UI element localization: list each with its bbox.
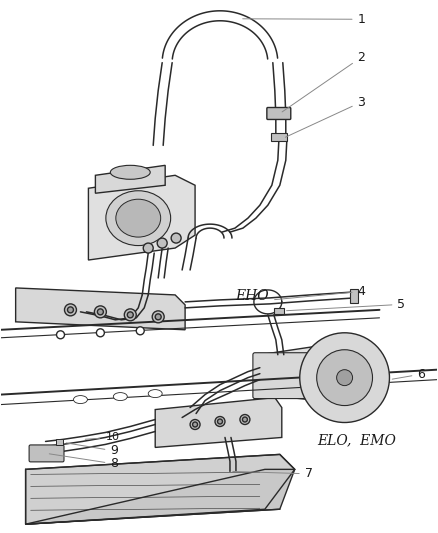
Bar [274, 308, 284, 314]
Circle shape [143, 243, 153, 253]
Polygon shape [16, 288, 185, 330]
Circle shape [97, 309, 103, 315]
Text: 5: 5 [286, 298, 406, 311]
Circle shape [300, 333, 389, 423]
Circle shape [242, 417, 247, 422]
Circle shape [317, 350, 372, 406]
Circle shape [127, 312, 133, 318]
Circle shape [337, 370, 353, 385]
Circle shape [67, 307, 74, 313]
Text: 3: 3 [285, 95, 365, 137]
FancyBboxPatch shape [29, 445, 64, 462]
Text: 4: 4 [275, 285, 365, 300]
Circle shape [96, 329, 104, 337]
Circle shape [218, 419, 223, 424]
Polygon shape [95, 165, 165, 193]
Text: EHO: EHO [235, 289, 268, 303]
Ellipse shape [106, 191, 171, 246]
FancyBboxPatch shape [267, 108, 291, 119]
Polygon shape [25, 470, 295, 524]
Text: 2: 2 [282, 51, 365, 112]
Circle shape [190, 419, 200, 430]
Text: 9: 9 [66, 443, 118, 457]
Circle shape [240, 415, 250, 424]
Polygon shape [155, 398, 282, 447]
Circle shape [57, 331, 64, 339]
Ellipse shape [74, 395, 88, 403]
Circle shape [152, 311, 164, 323]
Bar [56, 439, 64, 446]
Polygon shape [260, 340, 385, 405]
Ellipse shape [110, 165, 150, 179]
Polygon shape [25, 455, 295, 524]
Circle shape [155, 314, 161, 320]
Circle shape [215, 416, 225, 426]
Text: 7: 7 [233, 467, 313, 480]
Ellipse shape [113, 393, 127, 401]
Circle shape [157, 238, 167, 248]
Text: 8: 8 [49, 454, 118, 470]
FancyBboxPatch shape [253, 353, 332, 399]
Polygon shape [88, 175, 195, 260]
Text: 1: 1 [243, 13, 365, 26]
Ellipse shape [148, 390, 162, 398]
Text: 6: 6 [392, 368, 425, 381]
Circle shape [64, 304, 77, 316]
Text: ELO,  EMO: ELO, EMO [318, 433, 396, 447]
Bar [350, 289, 357, 303]
Circle shape [136, 327, 144, 335]
Bar [271, 133, 287, 141]
Circle shape [171, 233, 181, 243]
Circle shape [124, 309, 136, 321]
Circle shape [95, 306, 106, 318]
Text: 10: 10 [85, 432, 120, 442]
Ellipse shape [116, 199, 161, 237]
Circle shape [193, 422, 198, 427]
